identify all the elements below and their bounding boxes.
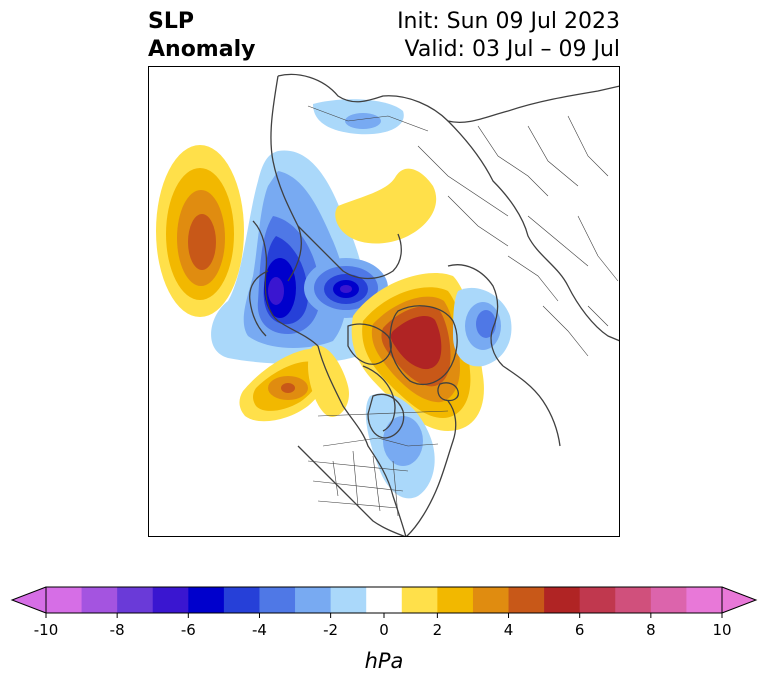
colorbar-bin <box>259 587 296 613</box>
northern-low-anomaly <box>313 99 404 135</box>
colorbar-tick-label: 8 <box>646 621 656 639</box>
colorbar-tick-label: -6 <box>181 621 196 639</box>
scandinavia-low-anomaly <box>453 287 512 367</box>
title-line-2: Anomaly <box>148 37 256 62</box>
colorbar-bin <box>117 587 154 613</box>
colorbar-tick-label: 2 <box>433 621 443 639</box>
colorbar-tick-label: -4 <box>252 621 267 639</box>
colorbar-tick-label: -8 <box>110 621 125 639</box>
colorbar-ticks: -10 -8 -6 -4 -2 0 2 4 6 8 10 <box>34 613 732 639</box>
colorbar-under-outline <box>10 586 47 614</box>
siberian-low-anomaly <box>304 258 388 318</box>
greenland-high-anomaly <box>351 272 484 431</box>
colorbar-over-outline <box>721 586 758 614</box>
colorbar-bin <box>615 587 652 613</box>
colorbar-bin <box>544 587 581 613</box>
colorbar: -10 -8 -6 -4 -2 0 2 4 6 8 10 hPa <box>10 586 758 673</box>
arctic-high-anomaly <box>335 168 437 244</box>
date-info: Init: Sun 09 Jul 2023 Valid: 03 Jul – 09… <box>397 8 620 64</box>
colorbar-tick-label: -10 <box>34 621 59 639</box>
colorbar-bin <box>579 587 616 613</box>
colorbar-unit-label: hPa <box>365 649 404 673</box>
colorbar-over-arrow <box>722 587 756 613</box>
colorbar-bin <box>152 587 189 613</box>
colorbar-bin <box>46 587 83 613</box>
colorbar-bin <box>223 587 260 613</box>
colorbar-tick-label: -2 <box>323 621 338 639</box>
colorbar-tick-label: 0 <box>379 621 389 639</box>
colorbar-tick-label: 6 <box>575 621 585 639</box>
east-na-low-anomaly <box>365 393 435 499</box>
coastline-layer <box>249 73 620 537</box>
colorbar-bin <box>650 587 687 613</box>
colorbar-bin <box>472 587 510 613</box>
anomaly-field-layer <box>156 99 512 499</box>
colorbar-bin <box>401 587 438 613</box>
colorbar-bin <box>366 587 403 613</box>
colorbar-bin <box>295 587 332 613</box>
colorbar-bin <box>508 587 545 613</box>
pacific-high-anomaly <box>156 145 244 317</box>
colorbar-bin <box>437 587 474 613</box>
map-panel <box>148 66 620 537</box>
colorbar-under-arrow <box>12 587 46 613</box>
colorbar-bin <box>686 587 723 613</box>
border-layer <box>307 105 619 517</box>
colorbar-bin <box>188 587 225 613</box>
title-line-1: SLP <box>148 9 194 34</box>
west-high-anomaly <box>308 345 349 417</box>
colorbar-tick-label: 10 <box>712 621 731 639</box>
valid-range: Valid: 03 Jul – 09 Jul <box>404 37 620 62</box>
colorbar-tick-label: 4 <box>504 621 514 639</box>
map-title: SLP Anomaly <box>148 8 255 64</box>
colorbar-bins <box>46 587 723 613</box>
colorbar-bin <box>330 587 367 613</box>
init-date: Init: Sun 09 Jul 2023 <box>397 9 620 34</box>
colorbar-bin <box>81 587 118 613</box>
